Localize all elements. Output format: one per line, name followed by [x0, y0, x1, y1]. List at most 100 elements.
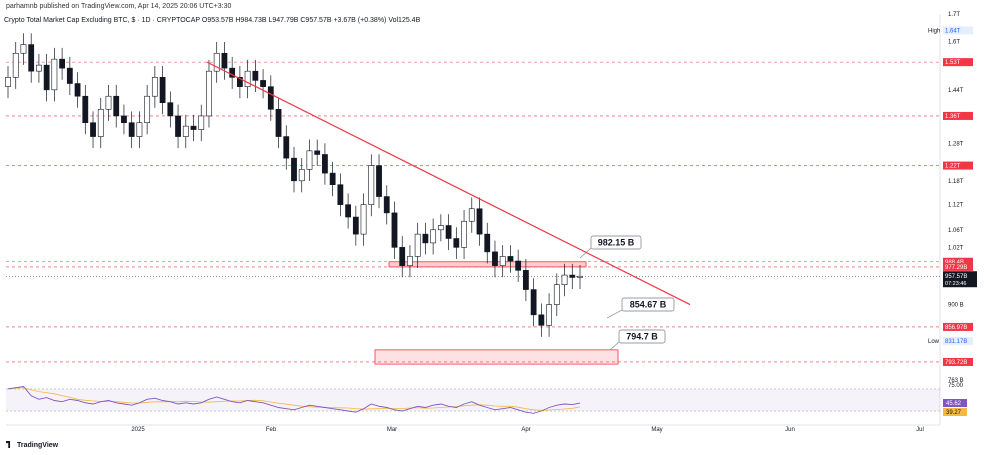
- level-label-bg: [943, 161, 973, 170]
- candle-body: [437, 225, 444, 231]
- candle-body: [206, 70, 212, 117]
- x-tick-label: Apr: [521, 427, 530, 433]
- candle-body: [329, 172, 336, 185]
- candle-body: [229, 67, 236, 78]
- candle-body: [121, 115, 127, 124]
- candle-body: [167, 102, 174, 117]
- candle-body: [260, 80, 266, 87]
- level-label-bg: [943, 262, 973, 271]
- candle-body: [553, 284, 560, 305]
- candle-body: [492, 251, 498, 266]
- candle-body: [221, 52, 228, 69]
- y-tick-label: 1.06T: [948, 228, 964, 234]
- level-label: 1.22T: [945, 164, 961, 170]
- descending-trendline: [206, 61, 691, 306]
- rsi-value-bg: [943, 399, 967, 407]
- callout-box: [590, 235, 642, 250]
- low-label: Low: [928, 339, 940, 345]
- symbol-info: Crypto Total Market Cap Excluding BTC, $…: [4, 17, 420, 24]
- tradingview-logo-icon: [6, 441, 11, 448]
- candle-body: [59, 58, 66, 69]
- low-value: 831.17B: [945, 339, 967, 345]
- candle-body: [484, 233, 491, 253]
- candle-body: [28, 44, 35, 72]
- level-label-bg: [943, 322, 973, 331]
- candle-body: [577, 275, 583, 278]
- x-tick-label: Feb: [266, 427, 277, 433]
- tradingview-footer: TradingView: [6, 441, 58, 449]
- rsi-band: [6, 389, 940, 411]
- level-label: 856.97B: [945, 325, 967, 331]
- candle-body: [283, 136, 290, 159]
- candle-body: [105, 95, 112, 110]
- rsi-ma-bg: [943, 408, 967, 416]
- candle-body: [383, 196, 390, 214]
- callout-pointer: [609, 341, 620, 351]
- candle-body: [252, 70, 259, 81]
- current-price-label: 957.57B: [945, 274, 967, 280]
- candle-body: [74, 83, 81, 97]
- callout-label: 854.67 B: [630, 300, 667, 310]
- level-label: 793.72B: [945, 360, 967, 366]
- candle-body: [476, 208, 483, 235]
- candle-body: [314, 150, 321, 155]
- rsi-line: [7, 386, 581, 414]
- candle-body: [12, 52, 19, 78]
- y-tick-label: 1.02T: [948, 245, 964, 251]
- candle-body: [546, 304, 552, 326]
- candle-body: [414, 233, 421, 257]
- candle-body: [368, 165, 375, 205]
- high-value-bg: [943, 26, 973, 35]
- candle-body: [376, 165, 382, 197]
- candle-body: [399, 247, 406, 266]
- y-tick-label: 1.18T: [948, 179, 964, 185]
- level-label: 1.36T: [945, 114, 961, 120]
- callout-box: [621, 297, 675, 312]
- candle-body: [90, 122, 96, 137]
- candle-body: [159, 77, 166, 104]
- candle-body: [561, 274, 568, 285]
- level-label-bg: [943, 257, 973, 266]
- candle-body: [391, 212, 398, 248]
- x-tick-label: Jul: [916, 427, 924, 433]
- candle-body: [507, 256, 514, 262]
- candle-body: [445, 225, 452, 239]
- level-label: 1.53T: [945, 60, 961, 66]
- candle-body: [36, 64, 42, 72]
- y-tick-label: 1.28T: [948, 142, 964, 148]
- candle-body: [182, 125, 189, 137]
- candle-body: [244, 70, 251, 87]
- rsi-tick-label: 75.00: [948, 383, 964, 389]
- callout-label: 982.15 B: [598, 238, 635, 248]
- candle-body: [322, 154, 328, 174]
- candle-body: [522, 270, 529, 290]
- level-label-bg: [943, 58, 973, 67]
- candle-body: [51, 58, 58, 91]
- level-label: 977.29B: [945, 265, 967, 271]
- candle-body: [198, 115, 205, 130]
- candle-body: [151, 77, 158, 97]
- candle-body: [213, 52, 220, 72]
- level-label: 988.4B: [945, 260, 964, 266]
- rsi-ma-label: 39.27: [946, 410, 962, 416]
- callout-box: [618, 329, 666, 344]
- candle-body: [499, 256, 506, 266]
- candle-body: [275, 108, 282, 137]
- target-zone: [374, 349, 619, 365]
- candle-body: [113, 95, 120, 117]
- candle-body: [190, 125, 197, 130]
- candle-body: [422, 233, 429, 244]
- candle-body: [128, 122, 135, 137]
- candle-body: [5, 77, 11, 87]
- x-tick-label: Jun: [785, 427, 795, 433]
- rsi-value-label: 45.62: [946, 401, 962, 407]
- candle-body: [298, 169, 305, 182]
- high-label: High: [928, 28, 940, 34]
- candle-body: [515, 260, 522, 271]
- candle-body: [236, 77, 243, 87]
- candle-body: [461, 220, 467, 248]
- candle-body: [136, 122, 143, 137]
- high-value: 1.64T: [945, 28, 961, 34]
- x-tick-label: May: [651, 427, 662, 433]
